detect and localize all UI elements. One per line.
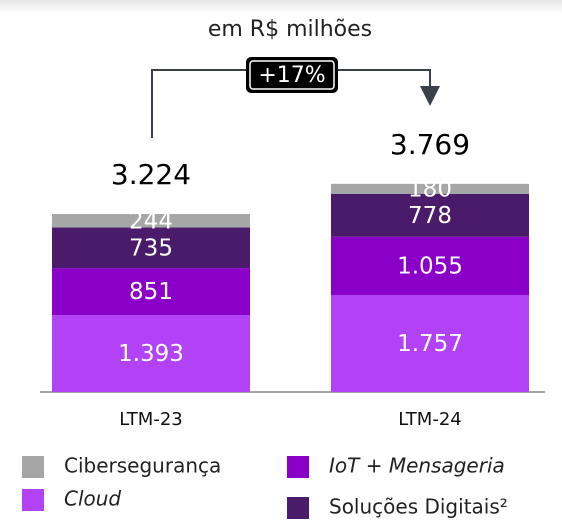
bar-segment xyxy=(331,236,529,295)
legend-label: Cibersegurança xyxy=(64,454,221,478)
bar-segment xyxy=(331,294,529,392)
value-label: 851 xyxy=(129,279,173,305)
legend-swatch xyxy=(22,489,44,511)
bar-segment xyxy=(52,268,250,316)
subtitle: em R$ milhões xyxy=(208,17,372,42)
x-tick-label: LTM-24 xyxy=(398,409,461,430)
legend-label: Soluções Digitais² xyxy=(329,495,508,519)
total-label: 3.224 xyxy=(111,158,191,191)
value-label: 244 xyxy=(129,208,173,234)
bar-segment xyxy=(52,315,250,392)
legend-swatch xyxy=(22,456,44,478)
x-tick-label: LTM-23 xyxy=(119,409,182,430)
value-label: 180 xyxy=(408,176,452,202)
legend-label: Cloud xyxy=(64,487,121,511)
legend-swatch xyxy=(287,456,309,478)
bar-segment xyxy=(52,227,250,269)
legend-swatch xyxy=(287,497,309,519)
annotation-inner xyxy=(249,60,335,90)
value-label: 1.757 xyxy=(397,331,463,357)
legend-label: IoT + Mensageria xyxy=(329,454,505,478)
card-shadow xyxy=(0,0,562,14)
bar-segment xyxy=(331,193,529,237)
total-label: 3.769 xyxy=(390,128,470,161)
bar-segment xyxy=(331,183,529,194)
value-label: 1.055 xyxy=(397,253,463,279)
value-label: 1.393 xyxy=(118,341,184,367)
value-label: 735 xyxy=(129,235,173,261)
annotation-box xyxy=(246,57,338,93)
value-label: 778 xyxy=(408,203,452,229)
bar-segment xyxy=(52,214,250,228)
annotation: +17% xyxy=(258,63,325,88)
